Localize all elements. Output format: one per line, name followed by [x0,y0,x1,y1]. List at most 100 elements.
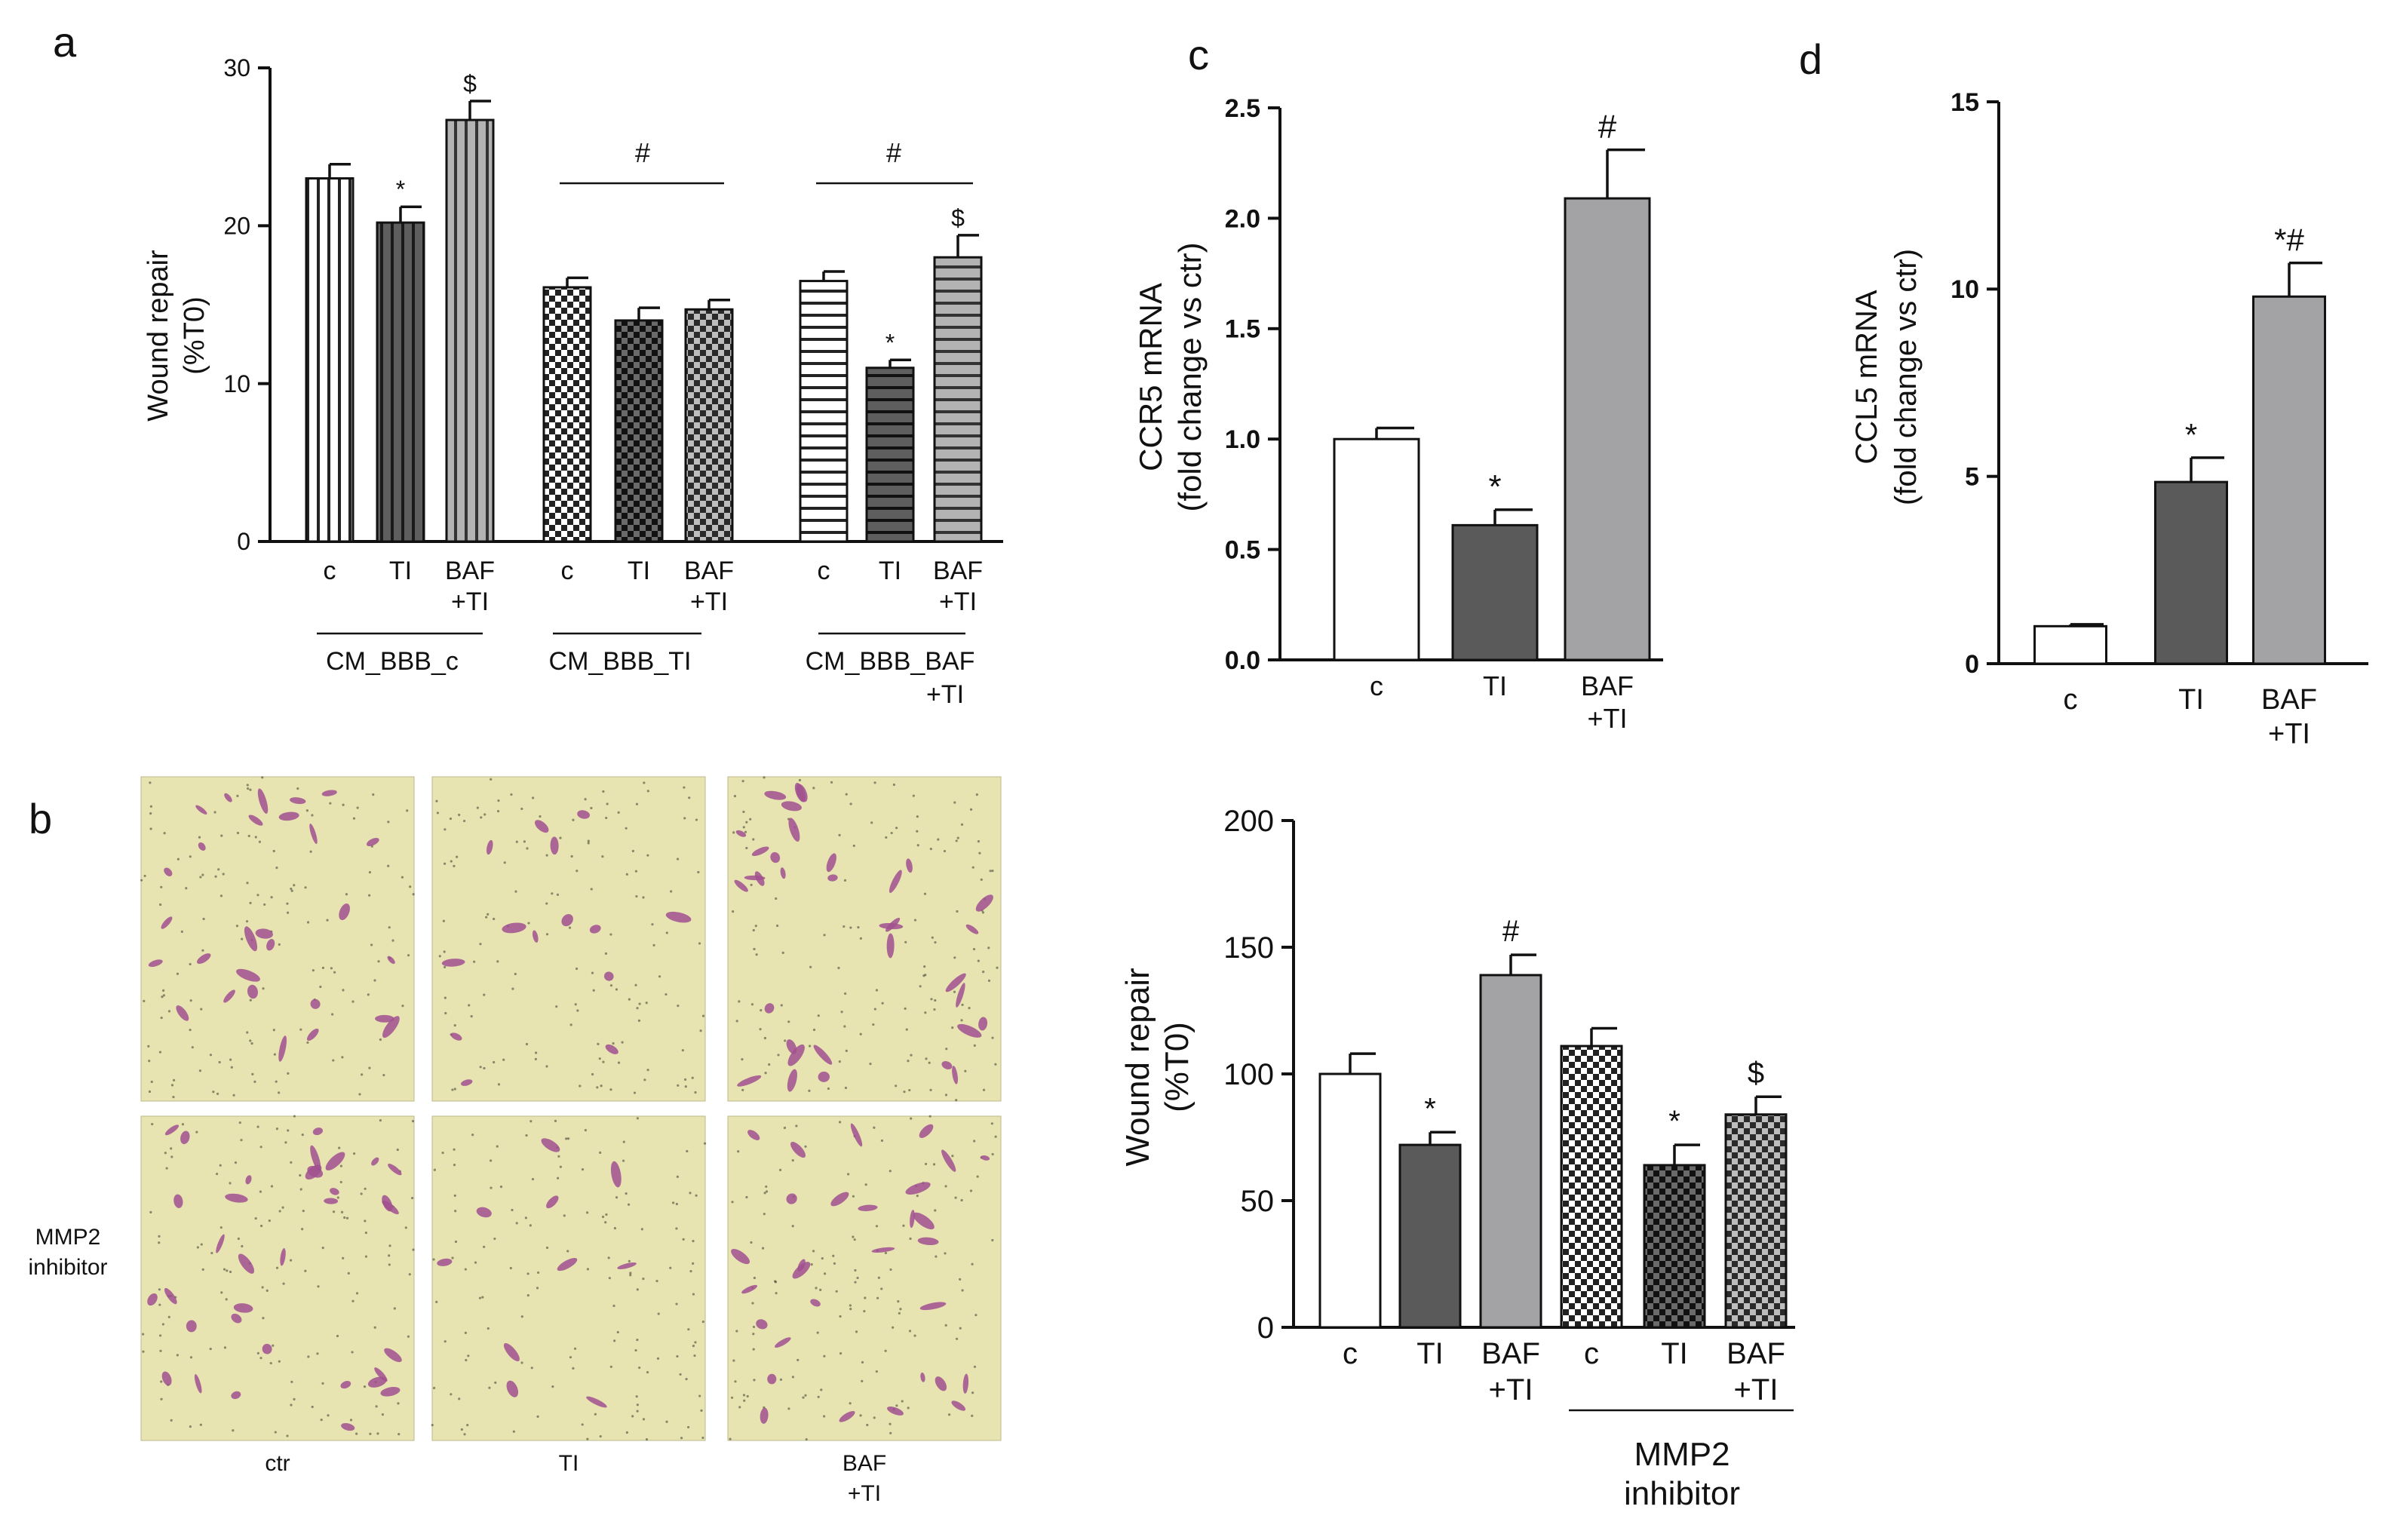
micrograph-pore [839,1351,843,1355]
micrograph-pore [262,1317,265,1320]
micrograph-cell [164,1124,180,1136]
micrograph-pore [216,1172,219,1176]
micrograph-pore [527,922,530,925]
micrograph-cell [760,1407,769,1424]
micrograph-pore [775,924,779,928]
micrograph-pore [229,1182,232,1185]
micrograph-pore [170,1147,173,1150]
micrograph-pore [861,1361,864,1364]
micrograph-cell [941,1149,956,1172]
micrograph-pore [973,1365,977,1368]
micrograph-pore [306,1041,309,1045]
micrograph-pore [254,1217,257,1220]
micrograph-cell [910,1210,915,1229]
micrograph [431,776,706,1102]
micrograph-pore [185,887,188,890]
micrograph-pore [606,802,609,805]
micrograph-pore [873,1008,876,1011]
micrograph-pore [753,947,756,951]
micrograph-pore [493,1060,496,1064]
micrograph-pore [250,1041,253,1045]
micrograph-pore [701,1321,704,1324]
micrograph-pore [978,851,981,854]
micrograph-pore [312,969,315,972]
micrograph-pore [594,1413,597,1416]
micrograph-pore [964,1069,967,1072]
micrograph-cell [767,1373,777,1385]
micrograph-pore [838,833,841,836]
micrograph-pore [741,780,744,783]
micrograph-pore [605,1213,608,1216]
micrograph-pore [391,939,394,942]
micrograph-pore [859,937,862,940]
micrograph-pore [932,1163,936,1166]
micrograph-pore [742,826,745,829]
micrograph-pore [572,818,575,821]
d-ylabel-line1: CCL5 mRNA [1850,290,1883,464]
micrograph-pore [975,793,978,796]
micrograph-pore [956,836,959,839]
micrograph-pore [339,1180,342,1184]
micrograph-pore [738,1406,741,1409]
micrograph-pore [819,1288,822,1292]
micrograph-pore [200,1008,203,1011]
d-y-tick-label: 10 [1950,275,1979,304]
micrograph-cell [245,1175,252,1185]
micrograph-pore [628,1259,631,1262]
micrograph-pore [321,1246,324,1250]
a-y-tick-label: 10 [223,370,250,397]
micrograph-pore [854,1281,857,1284]
micrograph-pore [237,1237,240,1241]
micrograph-pore [859,1414,862,1417]
micrograph-pore [910,1054,913,1057]
micrograph-pore [685,1377,688,1381]
micrograph-pore [897,1300,900,1303]
micrograph-cell [797,1259,806,1272]
micrograph-pore [832,1254,835,1257]
micrograph-pore [980,878,983,882]
micrograph-pore [833,1262,836,1265]
a-category-label: c [324,557,336,585]
micrograph-pore [290,889,293,892]
micrograph-cell [223,989,235,1003]
c-category-labels: c TI BAF+TI [1370,670,1634,734]
micrograph-cell [247,984,258,999]
micrograph-pore [397,1433,401,1436]
micrograph-pore [539,814,542,818]
micrograph-pore [590,806,593,810]
micrograph-pore [763,1213,766,1216]
micrograph-pore [172,1095,175,1099]
micrograph-pore [809,965,812,968]
micrograph-pore [749,818,752,821]
micrograph-pore [345,893,348,896]
micrograph-pore [246,784,249,787]
micrograph-pore [681,1049,684,1052]
micrograph-pore [971,866,974,869]
micrograph-pore [935,1255,938,1258]
micrograph-pore [687,1328,690,1331]
micrograph-pore [815,1287,818,1290]
micrograph-pore [453,864,456,868]
micrograph-pore [665,1420,668,1423]
micrograph-pore [672,1201,675,1204]
micrograph-pore [768,1063,771,1066]
micrograph-pore [319,985,322,989]
micrograph-pore [923,965,926,968]
micrograph-pore [572,1367,575,1370]
a-bar [614,319,664,543]
micrograph-pore [220,834,223,837]
micrograph-pore [189,855,192,858]
micrograph-pore [732,910,735,913]
micrograph-cell [764,1003,775,1014]
micrograph-pore [536,1287,539,1290]
micrograph-pore [497,1083,501,1086]
micrograph-pore [180,930,183,934]
micrograph-cell [278,1035,287,1062]
micrograph-pore [246,882,249,885]
micrograph-pore [476,806,479,809]
micrograph-pore [741,1088,744,1091]
micrograph-pore [823,1415,826,1418]
micrograph-pore [431,1424,434,1427]
micrograph-pore [530,1367,533,1370]
micrograph-cell [225,1193,248,1203]
